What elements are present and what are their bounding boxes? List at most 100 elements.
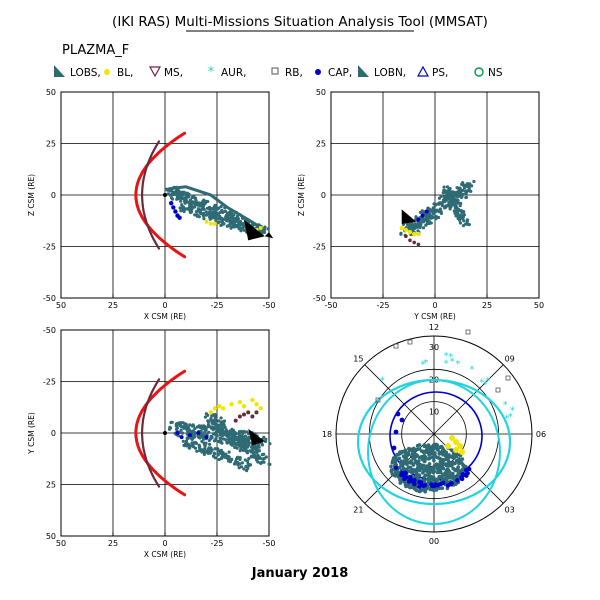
x-tick-label: 25 — [482, 301, 492, 310]
polar-spoke — [433, 364, 504, 435]
orbit-point — [226, 458, 231, 462]
orbit-point — [221, 429, 225, 434]
cap-point — [455, 478, 460, 483]
satellite-marker — [401, 209, 417, 224]
orbit-point — [439, 194, 443, 198]
x-tick-label: -50 — [262, 539, 275, 548]
orbit-point — [228, 213, 232, 217]
orbit-point — [236, 463, 240, 467]
bl-point — [212, 406, 218, 411]
ms-point — [408, 238, 412, 243]
legend-marker — [104, 69, 110, 75]
legend-item-7: PS, — [416, 65, 448, 79]
lobs-point — [423, 467, 427, 472]
orbit-point — [256, 223, 260, 227]
aur-point: * — [483, 380, 488, 391]
orbit-point — [451, 195, 455, 199]
aur-point: * — [504, 414, 509, 425]
orbit-point — [219, 420, 223, 424]
mlt-label: 15 — [353, 354, 363, 363]
orbit-point — [210, 414, 214, 418]
y-axis-label: Z CSM (RE) — [27, 174, 36, 216]
cap-point — [419, 480, 424, 485]
orbit-point — [225, 224, 229, 228]
bl-point — [449, 435, 455, 441]
rb-point — [375, 397, 381, 403]
x-tick-label: 0 — [162, 539, 167, 548]
orbit-point — [206, 447, 211, 451]
orbit-point — [432, 207, 436, 211]
orbit-point — [185, 207, 189, 211]
y-axis-label: Z CSM (RE) — [297, 174, 306, 216]
mlt-label: 09 — [505, 354, 515, 363]
y-tick-label: 50 — [46, 88, 56, 97]
lobs-point — [453, 468, 458, 473]
legend-marker — [358, 65, 369, 77]
legend-label: RB, — [285, 67, 303, 79]
lobs-point — [406, 460, 411, 465]
orbit-point — [437, 215, 441, 220]
x-tick-label: -25 — [210, 539, 223, 548]
cap-point — [422, 483, 428, 488]
cap-point — [196, 431, 201, 435]
orbit-point — [465, 222, 469, 226]
orbit-point — [174, 427, 179, 431]
orbit-point — [457, 192, 461, 196]
orbit-point — [207, 438, 211, 443]
lobs-point — [426, 477, 431, 482]
orbit-point — [472, 179, 476, 184]
orbit-point — [213, 447, 217, 451]
ms-point — [237, 414, 242, 419]
orbit-point — [247, 457, 251, 461]
lobs-point — [393, 469, 398, 474]
lobs-point — [419, 455, 424, 460]
orbit-point — [188, 444, 192, 448]
orbit-point — [198, 203, 202, 207]
orbit-point — [181, 208, 186, 212]
legend-marker — [315, 69, 321, 75]
lobs-point — [456, 458, 461, 463]
ms-point — [416, 242, 421, 247]
magnetopause-curve — [141, 378, 161, 488]
orbit-point — [251, 447, 255, 451]
lobs-point — [446, 473, 451, 478]
orbit-point — [465, 219, 469, 223]
lobs-point — [420, 466, 424, 471]
lobs-point — [437, 470, 441, 475]
orbit-point — [236, 220, 240, 224]
orbit-point — [174, 185, 178, 189]
orbit-point — [192, 195, 196, 199]
orbit-point — [256, 460, 260, 464]
lobs-point — [447, 460, 452, 465]
orbit-point — [188, 198, 193, 202]
orbit-point — [449, 192, 454, 196]
lobs-point — [437, 474, 442, 479]
aur-point: * — [444, 351, 449, 362]
cap-point — [171, 205, 176, 210]
cap-point — [173, 209, 178, 214]
cap-point — [448, 482, 453, 487]
x-axis-label: X CSM (RE) — [144, 312, 186, 321]
orbit-point — [262, 460, 266, 464]
bl-point — [453, 447, 459, 453]
x-tick-label: -25 — [376, 301, 389, 310]
orbit-point — [459, 192, 463, 196]
magnetopause-curve — [141, 140, 161, 250]
cap-point — [420, 213, 425, 218]
orbit-point — [185, 442, 189, 446]
orbit-point — [263, 225, 267, 229]
bl-point — [399, 225, 404, 231]
legend-label: LOBN, — [374, 67, 406, 79]
orbit-point — [216, 424, 220, 428]
orbit-point — [208, 442, 212, 446]
auroral-oval — [367, 379, 501, 525]
legend-marker — [474, 67, 484, 77]
panel-yz: -50 -25 0 25 50 50 25 0 -25 -50 Y CSM (RE) Z CSM (R… — [297, 88, 544, 321]
rb-point — [505, 375, 511, 381]
orbit-point — [170, 420, 174, 424]
orbit-point — [247, 219, 251, 223]
orbit-point — [220, 424, 224, 429]
lobs-point — [434, 442, 439, 447]
orbit-point — [237, 466, 241, 470]
